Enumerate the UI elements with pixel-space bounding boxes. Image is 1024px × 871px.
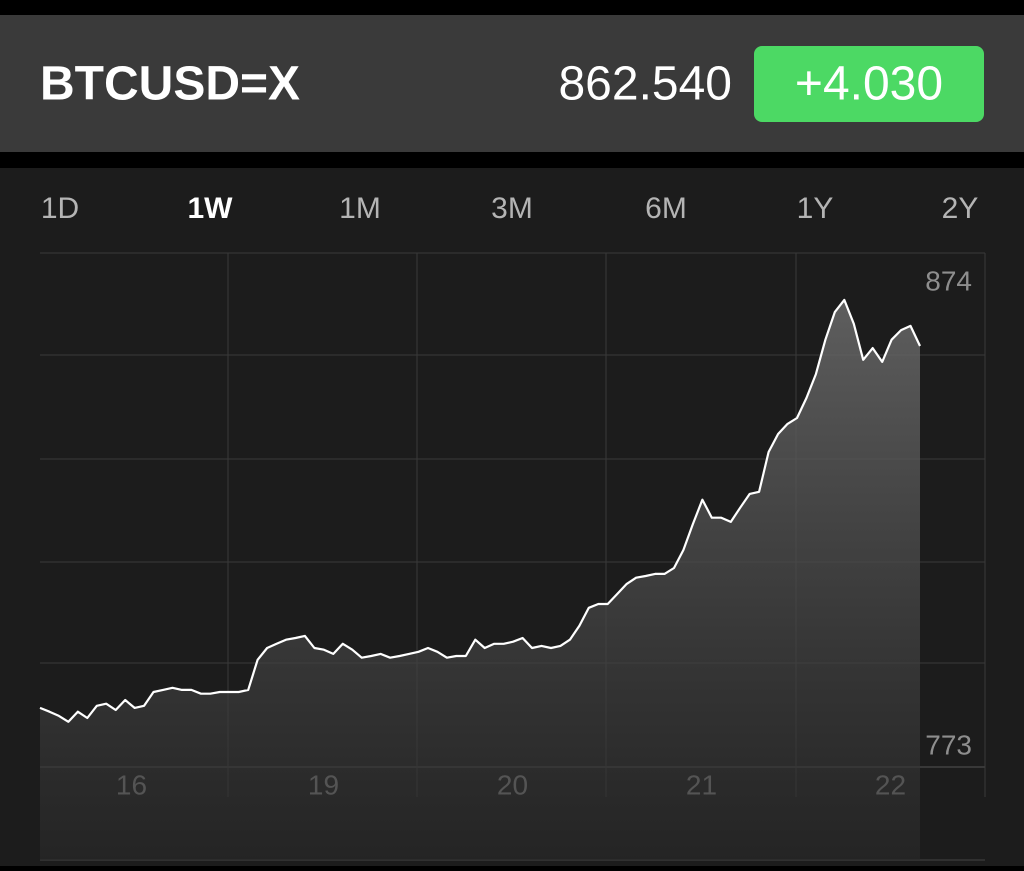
price-line [39,298,921,723]
symbol: BTCUSD=X [40,58,300,111]
price: 862.540 [558,58,732,111]
tab[interactable]: 3M [491,192,533,225]
tab[interactable]: 2Y [942,192,979,225]
tab[interactable]: 1W [188,192,234,225]
change-badge[interactable] [754,46,984,122]
tab[interactable]: 1M [339,192,381,225]
change: +4.030 [795,58,943,111]
tab[interactable]: 1Y [797,192,834,225]
y-tick-label: 773 [925,729,972,760]
tab[interactable]: 6M [645,192,687,225]
y-tick-label: 874 [925,265,972,296]
tab[interactable]: 1D [41,192,79,225]
area [40,299,920,860]
